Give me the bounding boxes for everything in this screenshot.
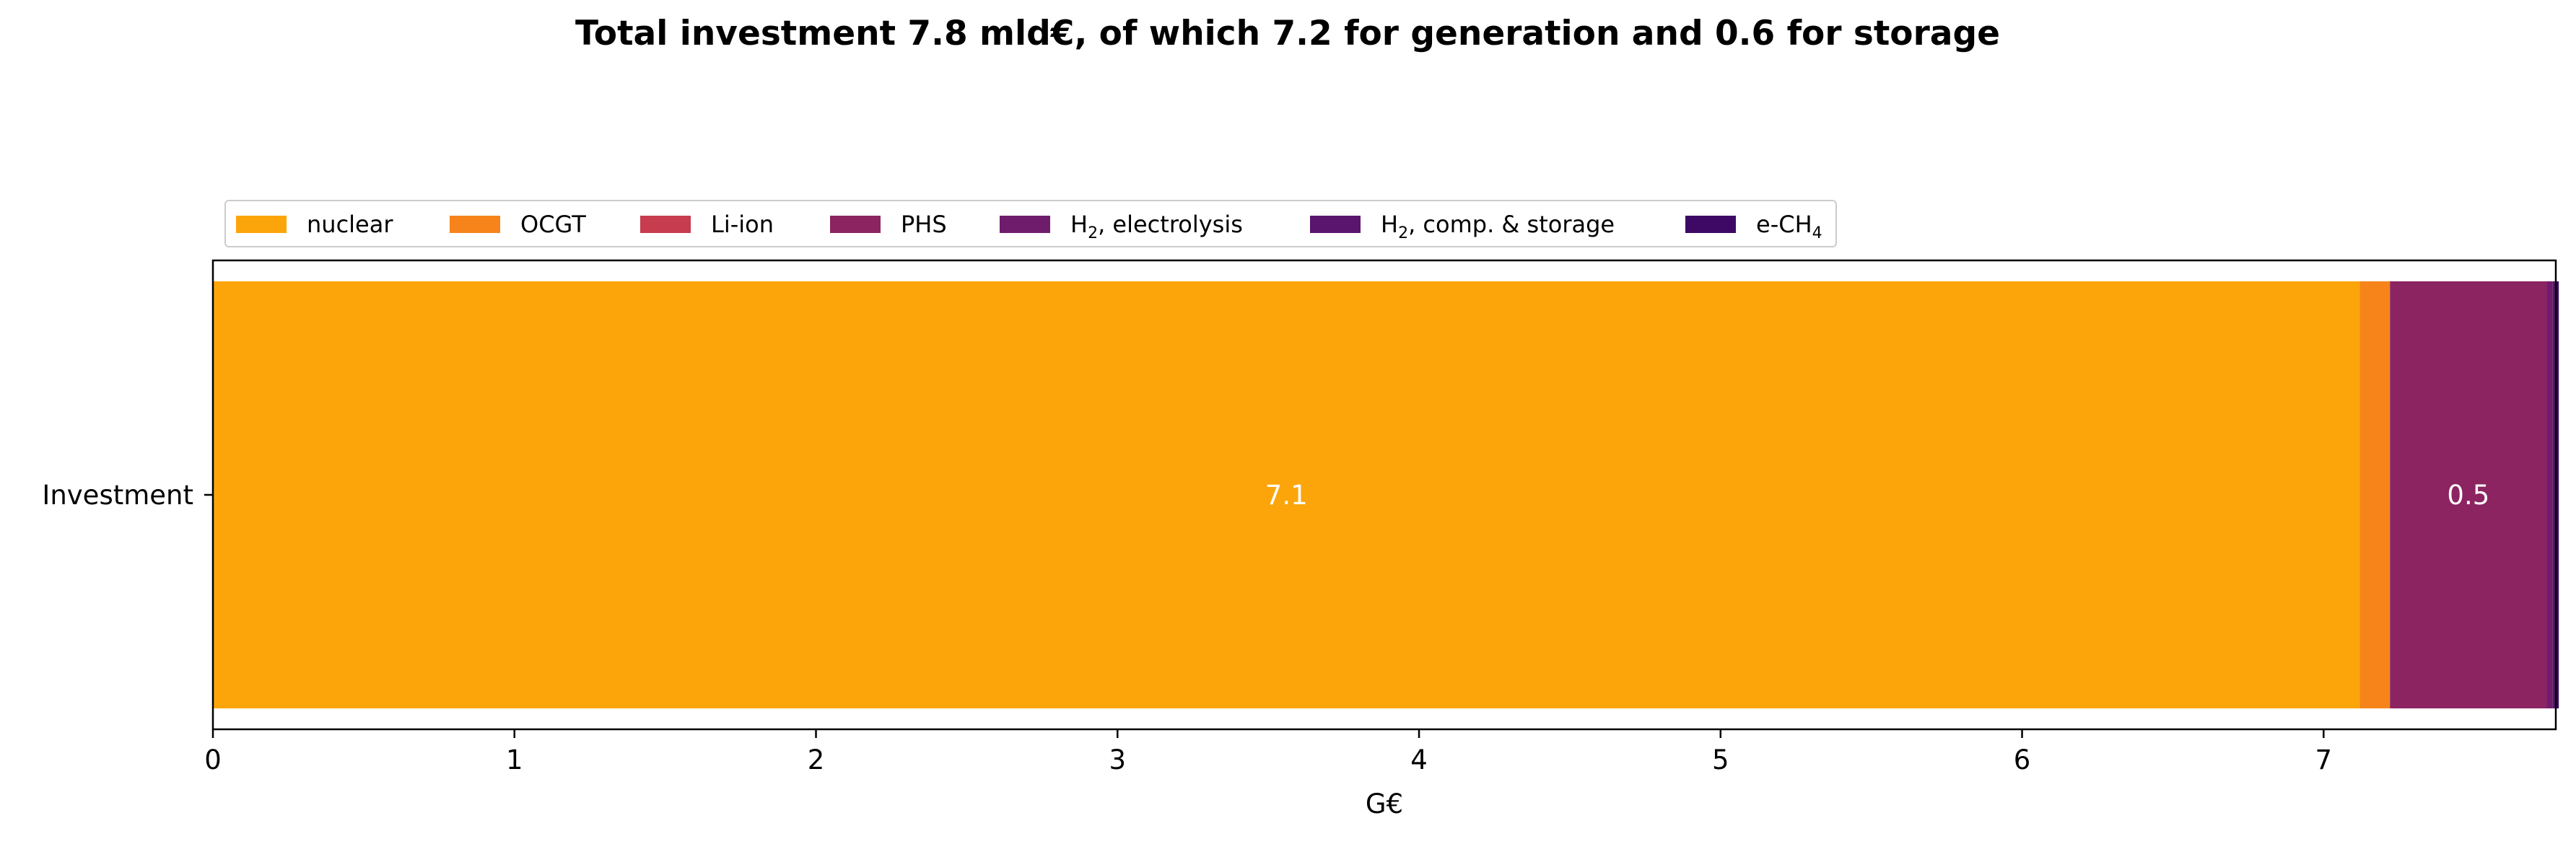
bar-segment-4 xyxy=(2546,281,2553,708)
chart-title: Total investment 7.8 mld€, of which 7.2 … xyxy=(575,14,2000,53)
x-tick-label-1: 1 xyxy=(506,744,523,775)
bar-segment-6 xyxy=(2556,281,2559,708)
legend-swatch-2 xyxy=(640,216,691,233)
bar-value-labels: 7.1 0.5 xyxy=(1265,480,2489,511)
legend-label-3: PHS xyxy=(901,211,947,238)
legend-swatch-6 xyxy=(1685,216,1736,233)
legend-label-4: H2, electrolysis xyxy=(1070,211,1243,242)
legend-label-1: OCGT xyxy=(520,211,586,238)
x-axis-label: G€ xyxy=(1366,788,1403,819)
x-tick-label-3: 3 xyxy=(1109,744,1127,775)
legend-swatch-5 xyxy=(1310,216,1361,233)
bar-segment-5 xyxy=(2552,281,2556,708)
x-tick-label-0: 0 xyxy=(204,744,222,775)
x-tick-label-6: 6 xyxy=(2014,744,2031,775)
bar-segment-0 xyxy=(213,281,2360,708)
x-tick-label-7: 7 xyxy=(2315,744,2333,775)
y-tick-label-0: Investment xyxy=(42,480,193,511)
bar-segment-3 xyxy=(2390,281,2547,708)
legend-swatch-4 xyxy=(1000,216,1050,233)
legend-label-0: nuclear xyxy=(307,211,393,238)
y-axis: Investment xyxy=(42,480,213,511)
legend-label-6: e-CH4 xyxy=(1756,211,1822,242)
legend-swatch-3 xyxy=(830,216,881,233)
legend-label-5: H2, comp. & storage xyxy=(1381,211,1615,242)
legend-swatch-1 xyxy=(450,216,500,233)
legend: nuclear OCGT Li-ion PHS H2, electrolysis H2, … xyxy=(224,200,1837,247)
legend-label-2: Li-ion xyxy=(711,211,774,238)
x-tick-label-2: 2 xyxy=(808,744,825,775)
bar-value-label-0: 7.1 xyxy=(1265,480,1308,511)
x-tick-label-4: 4 xyxy=(1410,744,1428,775)
x-tick-label-5: 5 xyxy=(1712,744,1729,775)
bar-segment-1 xyxy=(2359,281,2391,708)
x-axis: 0 1 2 3 4 5 6 7 xyxy=(204,729,2332,775)
bar-value-label-1: 0.5 xyxy=(2447,480,2489,511)
legend-swatch-0 xyxy=(236,216,287,233)
bars xyxy=(213,281,2559,708)
